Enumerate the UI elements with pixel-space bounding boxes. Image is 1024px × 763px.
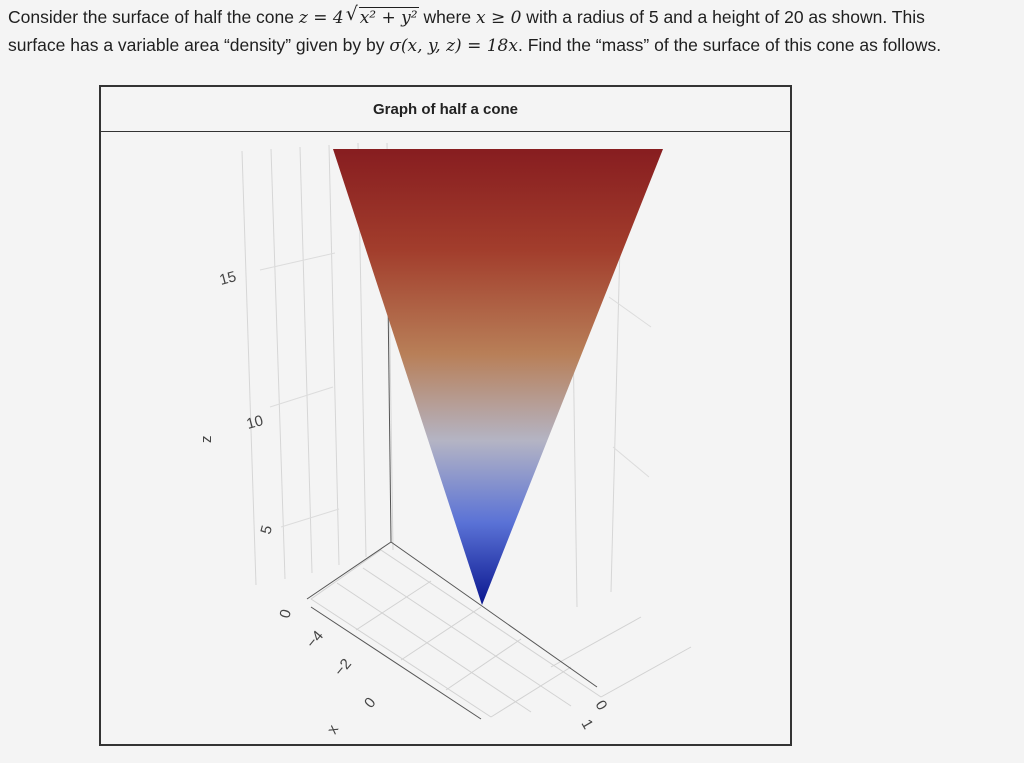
problem-text: . Find the “mass” of the surface of this… xyxy=(517,35,942,55)
problem-line-1: Consider the surface of half the cone z … xyxy=(8,3,1016,32)
x-axis-label: x xyxy=(324,722,343,737)
problem-text: with a radius of 5 and a height of 20 as… xyxy=(521,7,925,27)
x-tick-0: 0 xyxy=(361,694,379,711)
problem-text: Consider the surface of half the cone xyxy=(8,7,299,27)
x-tick-minus4: −4 xyxy=(303,628,327,652)
problem-text: surface has a variable area “density” gi… xyxy=(8,35,390,55)
grid-floor xyxy=(310,549,692,718)
z-tick-10: 10 xyxy=(245,412,266,433)
z-tick-5: 5 xyxy=(257,524,276,536)
sqrt-expression: √ x² + y² xyxy=(345,3,419,28)
sqrt-argument: x² + y² xyxy=(358,7,419,28)
z-axis-label: z xyxy=(198,436,215,444)
problem-line-2: surface has a variable area “density” gi… xyxy=(8,32,1016,60)
y-tick-1: 1 xyxy=(578,717,597,733)
chart-title: Graph of half a cone xyxy=(101,87,790,132)
chart-container: Graph of half a cone xyxy=(99,85,792,746)
y-tick-0: 0 xyxy=(592,698,611,714)
grid-z-lines xyxy=(259,252,652,528)
domain-condition: x ≥ 0 xyxy=(475,8,522,28)
z-tick-0: 0 xyxy=(276,608,295,620)
problem-text: where xyxy=(418,7,476,27)
axis-frame xyxy=(306,296,598,720)
cone-equation-lhs: z = 4 xyxy=(298,8,344,28)
z-tick-15: 15 xyxy=(218,268,239,289)
problem-statement: Consider the surface of half the cone z … xyxy=(8,3,1016,60)
cone-surface xyxy=(333,149,663,605)
x-tick-minus2: −2 xyxy=(331,656,355,680)
density-function: σ(x, y, z) = 18x xyxy=(389,36,518,56)
cone-plot[interactable]: 15 10 5 0 z −4 −2 0 x 0 1 xyxy=(101,87,790,744)
